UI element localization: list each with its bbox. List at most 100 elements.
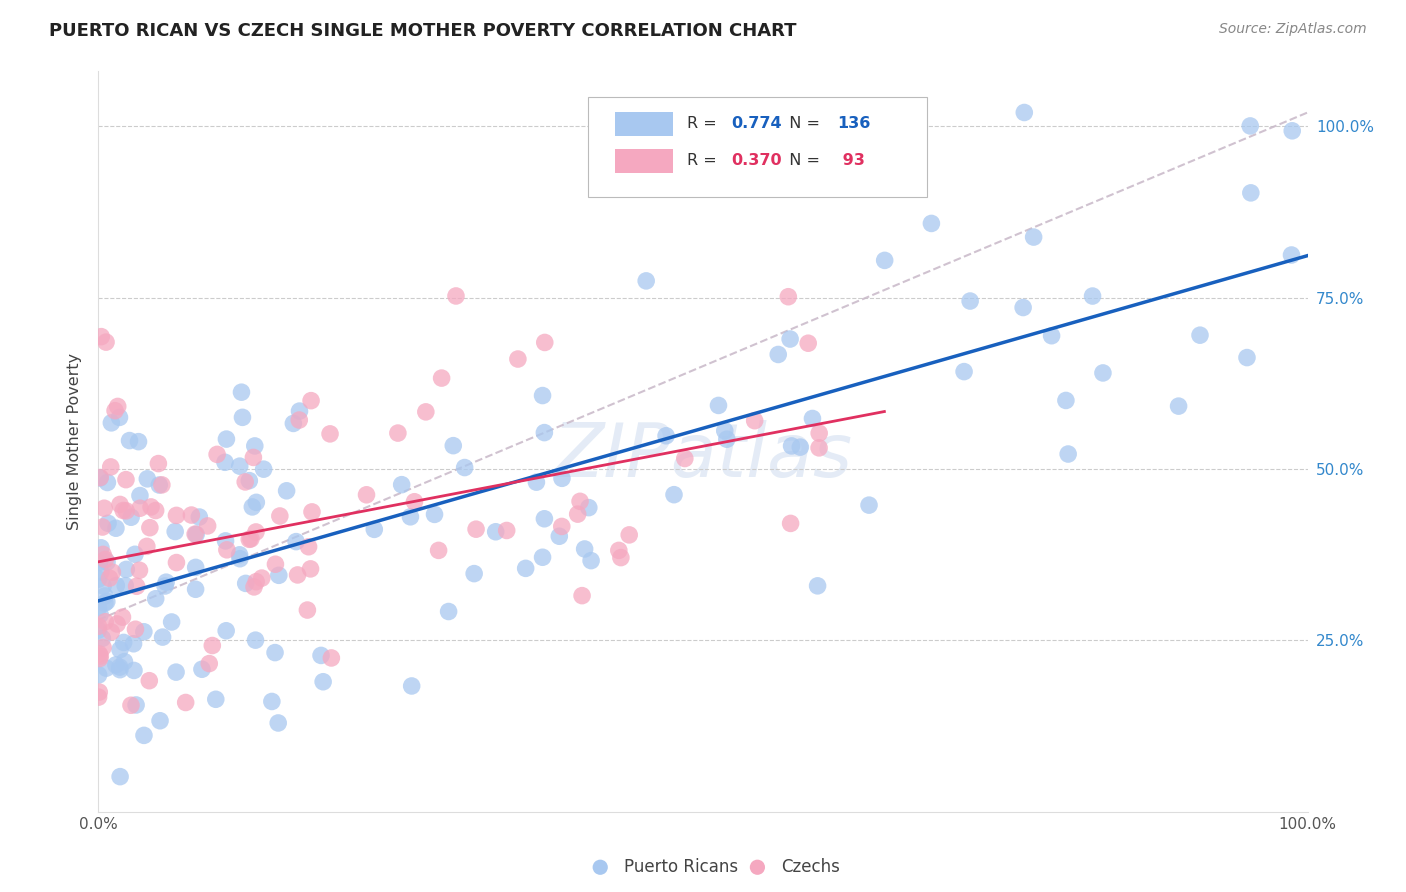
Point	[808, 426, 831, 441]
Point	[589, 856, 612, 871]
Point	[120, 698, 142, 713]
Point	[148, 457, 170, 471]
Point	[319, 426, 342, 441]
Point	[430, 371, 453, 385]
Point	[87, 572, 110, 586]
Point	[122, 664, 145, 678]
Point	[744, 414, 766, 428]
Point	[288, 413, 311, 427]
Point	[548, 529, 571, 543]
Point	[112, 503, 135, 517]
Point	[174, 696, 197, 710]
Point	[89, 470, 111, 484]
Point	[1281, 124, 1303, 138]
Point	[269, 508, 291, 523]
Point	[953, 365, 976, 379]
Point	[100, 416, 122, 430]
Point	[607, 543, 630, 558]
Point	[96, 555, 118, 569]
Point	[356, 488, 378, 502]
Point	[198, 657, 221, 671]
Point	[124, 547, 146, 561]
Point	[253, 462, 276, 476]
Point	[235, 576, 257, 591]
Point	[107, 400, 129, 414]
Point	[636, 274, 658, 288]
Text: 0.370: 0.370	[731, 153, 782, 169]
Point	[96, 475, 118, 490]
Point	[152, 630, 174, 644]
Point	[619, 528, 641, 542]
Point	[515, 561, 537, 575]
Point	[245, 524, 267, 539]
Point	[120, 510, 142, 524]
Point	[423, 508, 446, 522]
Point	[465, 522, 488, 536]
Point	[579, 554, 602, 568]
Point	[125, 698, 148, 712]
Point	[214, 533, 236, 548]
Point	[801, 411, 824, 425]
Point	[128, 434, 150, 449]
Point	[94, 335, 117, 350]
Point	[610, 550, 633, 565]
Point	[1012, 301, 1035, 315]
Text: Source: ZipAtlas.com: Source: ZipAtlas.com	[1219, 22, 1367, 37]
Point	[101, 565, 124, 579]
Point	[779, 516, 801, 531]
Point	[531, 550, 554, 565]
Point	[94, 589, 117, 603]
Point	[215, 432, 238, 446]
Point	[245, 633, 267, 648]
Point	[184, 582, 207, 597]
Point	[250, 571, 273, 585]
Point	[228, 548, 250, 562]
Y-axis label: Single Mother Poverty: Single Mother Poverty	[67, 353, 83, 530]
Point	[1022, 230, 1045, 244]
Point	[87, 600, 110, 615]
Point	[149, 714, 172, 728]
Point	[112, 635, 135, 649]
Text: PUERTO RICAN VS CZECH SINGLE MOTHER POVERTY CORRELATION CHART: PUERTO RICAN VS CZECH SINGLE MOTHER POVE…	[49, 22, 797, 40]
Point	[415, 405, 437, 419]
Point	[387, 426, 409, 441]
Point	[427, 543, 450, 558]
Point	[245, 495, 267, 509]
Point	[150, 478, 173, 492]
Point	[264, 558, 287, 572]
Point	[485, 524, 508, 539]
Point	[444, 289, 467, 303]
Point	[100, 624, 122, 639]
Point	[97, 516, 120, 531]
Point	[233, 475, 256, 489]
Point	[1236, 351, 1258, 365]
Point	[188, 510, 211, 524]
Point	[132, 624, 155, 639]
Point	[108, 770, 131, 784]
Point	[551, 471, 574, 485]
Point	[87, 690, 110, 705]
Point	[135, 539, 157, 553]
Point	[165, 508, 187, 523]
Point	[673, 451, 696, 466]
Point	[89, 648, 111, 663]
Point	[89, 651, 111, 665]
Point	[299, 393, 322, 408]
Point	[160, 615, 183, 629]
Text: R =: R =	[688, 153, 723, 169]
Point	[115, 504, 138, 518]
Point	[242, 450, 264, 465]
Point	[91, 640, 114, 655]
Point	[148, 478, 170, 492]
Point	[747, 856, 769, 871]
Point	[1040, 328, 1063, 343]
Point	[780, 439, 803, 453]
Point	[201, 639, 224, 653]
Point	[89, 685, 111, 699]
Point	[238, 474, 260, 488]
Point	[108, 498, 131, 512]
Point	[567, 507, 589, 521]
Point	[662, 488, 685, 502]
Point	[90, 329, 112, 343]
Point	[165, 524, 187, 539]
